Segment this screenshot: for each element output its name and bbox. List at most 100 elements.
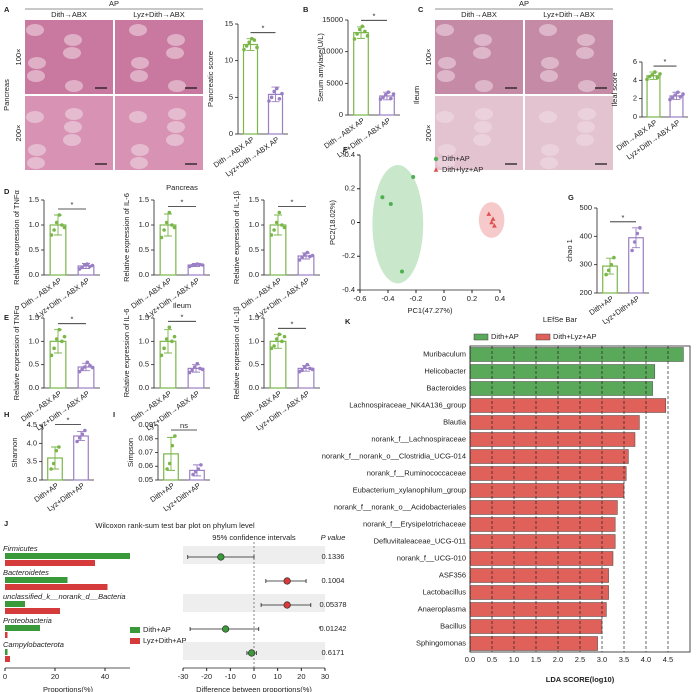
y-axis-label: Pancreatic score: [206, 51, 215, 107]
data-point: [159, 353, 164, 358]
tissue-texture: [64, 121, 82, 133]
data-point: [305, 250, 310, 255]
histology-image: [525, 20, 613, 94]
data-point: [381, 95, 385, 100]
legend-swatch: [130, 627, 140, 633]
difference-point: [248, 649, 256, 657]
data-point: [167, 325, 172, 330]
data-point: [191, 472, 195, 477]
significance-label: ns: [180, 421, 188, 430]
bar: [469, 432, 636, 447]
bar: [469, 449, 629, 464]
data-point: [244, 44, 249, 48]
bar: [5, 649, 8, 655]
data-point: [676, 90, 680, 95]
data-point: [300, 255, 304, 260]
tissue-texture: [473, 134, 491, 146]
data-point: [60, 223, 64, 227]
category-label: Muribaculum: [423, 349, 466, 358]
bar: [469, 517, 616, 532]
data-point: [280, 339, 284, 344]
data-point: [280, 91, 284, 96]
significance-label: *: [181, 312, 184, 321]
x-tick-label: Lyz+Dith→ABX AP: [254, 276, 311, 320]
significance-label: *: [291, 319, 294, 328]
tissue-texture: [576, 134, 594, 146]
data-point: [52, 346, 56, 351]
y-tick-label: 400: [579, 231, 592, 240]
tissue-texture: [168, 80, 186, 92]
y-tick-label: 0.08: [138, 434, 153, 443]
legend-label: Lyz+Dith+AP: [143, 636, 187, 645]
data-point: [195, 361, 200, 366]
panel-letter: F: [343, 145, 348, 154]
x-tick-label: 0.4: [495, 294, 505, 303]
category-label: norank_f__Lachnospiraceae: [371, 434, 466, 443]
bar: [469, 636, 598, 651]
data-point: [380, 195, 385, 200]
tissue-texture: [539, 111, 557, 123]
y-tick-label: 6: [633, 57, 637, 66]
y-tick-label: 0.07: [138, 447, 153, 456]
tissue-texture: [436, 111, 454, 123]
data-point: [655, 75, 660, 80]
panel-letter: H: [4, 410, 9, 419]
data-point: [274, 337, 279, 341]
category-label: Lachnospiraceae_NK4A136_group: [349, 400, 466, 409]
bar: [469, 585, 609, 600]
data-point: [650, 73, 654, 77]
error-bar: [274, 214, 282, 236]
data-point: [170, 443, 175, 448]
difference-point: [283, 577, 291, 585]
data-point: [199, 463, 203, 467]
y-tick-label: 10000: [322, 47, 343, 56]
data-point: [274, 220, 279, 225]
data-point: [269, 95, 274, 100]
bar: [5, 601, 25, 607]
data-point: [190, 368, 194, 373]
x-axis-label: PC1(47.27%): [407, 306, 453, 315]
difference-point: [222, 625, 230, 633]
data-point: [170, 339, 174, 344]
bar: [242, 43, 259, 135]
y-tick-label: 0: [229, 129, 233, 138]
data-point: [489, 219, 494, 225]
tissue-texture: [130, 157, 148, 169]
legend-label: Dith+AP: [442, 154, 470, 163]
difference-point: [217, 553, 225, 561]
x-tick-label: -10: [225, 672, 236, 681]
y-tick-label: 0.5: [139, 360, 149, 369]
data-point: [62, 334, 67, 339]
tissue-texture: [475, 80, 493, 92]
category-label: Sphingomonas: [416, 638, 466, 647]
panel-letter: B: [303, 5, 309, 14]
panel-letter: J: [4, 519, 8, 528]
tissue-texture: [578, 108, 596, 120]
legend-swatch: [535, 333, 551, 341]
y-tick-label: 3.0: [27, 475, 37, 484]
x-tick-label: -0.2: [410, 294, 423, 303]
category-label: Eubacterium_xylanophilum_group: [353, 485, 466, 494]
data-point: [269, 346, 274, 351]
category-label: Bacillus: [440, 621, 466, 630]
tissue-texture: [438, 57, 456, 69]
y-tick-label: 1.0: [139, 336, 149, 345]
column-label: Lyz+Dith→ABX: [543, 10, 595, 19]
y-axis-label: Serum amylase(U/L): [316, 33, 325, 102]
p-value: 0.6171: [322, 648, 345, 657]
tissue-texture: [576, 47, 594, 59]
tissue-texture: [166, 134, 184, 146]
data-point: [400, 269, 404, 274]
bar: [469, 347, 684, 362]
histology-image: [115, 96, 203, 170]
x-axis-label: Proportions(%): [43, 685, 94, 692]
data-point: [302, 365, 307, 369]
tissue-texture: [474, 121, 492, 133]
tissue-texture: [539, 24, 557, 36]
x-tick-label: 0.0: [465, 655, 475, 664]
data-point: [252, 38, 257, 42]
y-tick-label: 1.5: [249, 195, 259, 204]
x-tick-label: -30: [178, 672, 189, 681]
